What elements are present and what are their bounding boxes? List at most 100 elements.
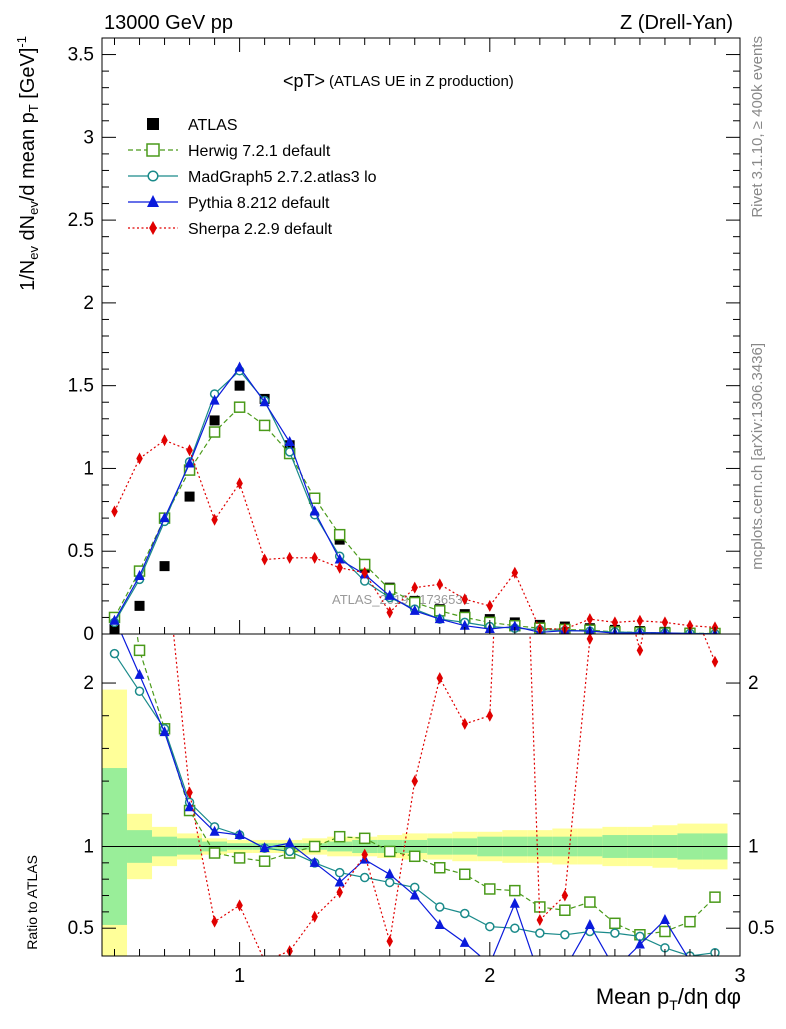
- sherpa-ratio-point: [561, 889, 569, 902]
- x-tick-label: 2: [484, 965, 495, 987]
- sherpa-ratio-point: [436, 672, 444, 685]
- ratio-y-tick-label-right: 0.5: [748, 918, 774, 939]
- herwig-ratio-point: [584, 896, 596, 908]
- pythia-ratio-point: [334, 876, 345, 887]
- sherpa-point: [286, 551, 293, 564]
- sherpa-ratio-point: [361, 848, 368, 861]
- madgraph5-ratio-point: [485, 921, 495, 932]
- madgraph5-ratio-point: [510, 923, 520, 933]
- sherpa-ratio-point: [512, 187, 519, 199]
- y-tick-label: 3: [83, 127, 94, 148]
- plot-title: <pT>: [283, 71, 325, 91]
- ratio-y-tick-label: 2: [83, 673, 94, 694]
- sherpa-ratio-point: [311, 910, 318, 923]
- legend-item: Pythia 8.212 default: [128, 195, 330, 212]
- pythia-ratio-point: [535, 971, 545, 981]
- madgraph5-ratio-point: [334, 867, 345, 878]
- herwig-ratio-point: [559, 904, 571, 916]
- y-tick-label: 0: [83, 624, 94, 645]
- legend-marker: [149, 221, 157, 235]
- sherpa-point: [636, 614, 644, 627]
- herwig-ratio-point: [459, 868, 471, 881]
- herwig-ratio-point: [408, 850, 421, 863]
- herwig-point: [208, 426, 221, 438]
- sherpa-ratio-point: [612, 546, 619, 558]
- pythia-ratio-point: [634, 938, 645, 949]
- sherpa-ratio-point: [536, 914, 544, 927]
- pythia-ratio-point: [610, 963, 620, 973]
- pythia-point: [159, 512, 170, 523]
- sherpa-point: [211, 513, 218, 526]
- sherpa-point: [186, 444, 193, 457]
- herwig-ratio-point: [133, 644, 146, 657]
- y-tick-label: 1: [83, 458, 94, 479]
- herwig-ratio-point: [383, 845, 396, 858]
- sherpa-point: [511, 566, 519, 579]
- herwig-ratio-point: [110, 482, 120, 492]
- sherpa-point: [136, 452, 143, 465]
- ratio-y-axis-label: Ratio to ATLAS: [24, 855, 40, 950]
- y-tick-label: 2.5: [68, 210, 94, 231]
- sherpa-ratio-point: [186, 786, 193, 799]
- legend-item: MadGraph5 2.7.2.atlas3 lo: [128, 169, 377, 186]
- herwig-ratio-point: [308, 840, 321, 853]
- herwig-ratio-point: [434, 861, 446, 874]
- y-tick-label: 2: [83, 293, 94, 314]
- pythia-point: [409, 604, 420, 615]
- atlas-point: [134, 600, 145, 611]
- main-panel: <pT> (ATLAS UE in Z production) ATLAS_20…: [14, 36, 741, 645]
- legend: ATLAS Herwig 7.2.1 default MadGraph5 2.7.2…: [128, 117, 377, 238]
- pythia-ratio-point: [284, 837, 295, 848]
- rivet-version-label: Rivet 3.1.10, ≥ 400k events: [749, 36, 766, 218]
- herwig-ratio-point: [233, 852, 246, 864]
- legend-label: MadGraph5 2.7.2.atlas3 lo: [188, 169, 377, 186]
- y-tick-label: 3.5: [68, 45, 94, 66]
- pythia-point: [509, 620, 520, 631]
- herwig-ratio-point: [684, 915, 696, 928]
- herwig-ratio-point: [609, 917, 621, 930]
- atlas-point: [159, 561, 170, 572]
- pythia-point: [259, 396, 270, 407]
- sherpa-point: [486, 599, 494, 612]
- madgraph5-ratio-point: [134, 686, 145, 696]
- pythia-point: [284, 435, 295, 446]
- pythia-ratio-point: [309, 856, 320, 867]
- herwig-ratio-point: [709, 891, 721, 903]
- pythia-ratio-point: [234, 829, 245, 840]
- y-tick-label: 0.5: [68, 541, 94, 562]
- madgraph5-ratio-point: [284, 846, 295, 857]
- legend-item: Herwig 7.2.1 default: [128, 143, 331, 160]
- watermark-label: ATLAS_2019_I1736531: [332, 592, 470, 607]
- pythia-ratio-point: [710, 971, 720, 981]
- atlas-point: [234, 380, 245, 391]
- herwig-ratio-point: [258, 855, 271, 867]
- pythia-ratio-point: [560, 963, 570, 973]
- sherpa-point: [236, 477, 243, 490]
- sherpa-point: [361, 566, 368, 579]
- herwig-ratio-point: [208, 847, 221, 859]
- y-tick-label: 1.5: [68, 376, 94, 397]
- pythia-ratio-point: [459, 936, 470, 947]
- pythia-point: [334, 553, 345, 564]
- legend-label: Herwig 7.2.1 default: [188, 143, 331, 160]
- madgraph5-ratio-line: [114, 653, 716, 956]
- pythia-point: [384, 589, 395, 600]
- pythia-point: [209, 394, 220, 405]
- sherpa-point: [111, 505, 118, 518]
- pythia-ratio-point: [184, 801, 195, 812]
- sherpa-ratio-point: [486, 709, 494, 722]
- legend-item: Sherpa 2.2.9 default: [128, 221, 333, 238]
- sherpa-point: [686, 619, 694, 632]
- pythia-point: [234, 361, 245, 372]
- sherpa-point: [336, 561, 343, 574]
- header-process: Z (Drell-Yan): [620, 12, 733, 34]
- sherpa-ratio-point: [264, 954, 266, 956]
- legend-marker: [147, 195, 159, 207]
- sherpa-ratio-point: [386, 935, 393, 948]
- legend-label: Sherpa 2.2.9 default: [188, 221, 333, 238]
- pythia-ratio-point: [409, 889, 420, 900]
- sherpa-ratio-point: [687, 595, 694, 607]
- legend-marker: [146, 143, 160, 157]
